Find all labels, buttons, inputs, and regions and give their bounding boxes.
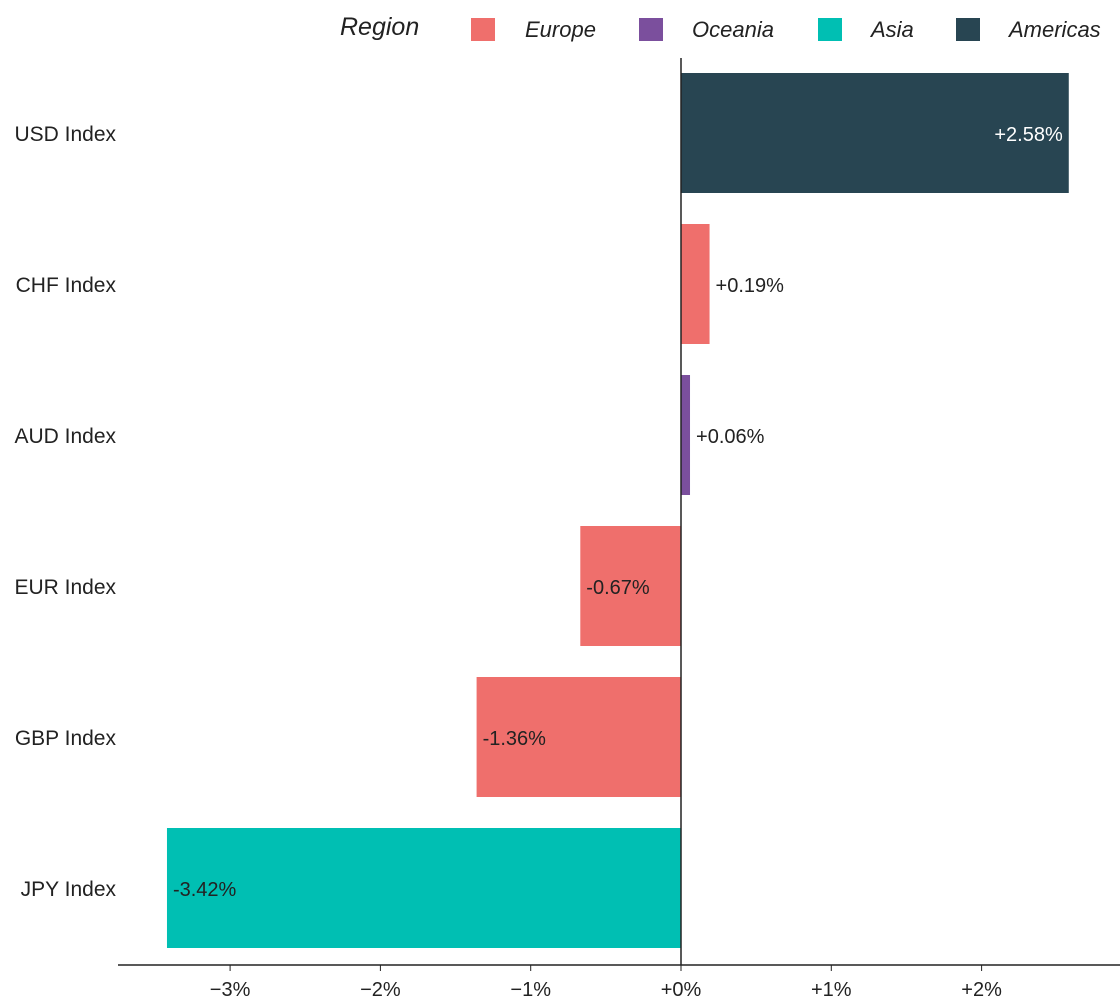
bar-chf-index[interactable] xyxy=(681,224,710,344)
category-label-eur-index: EUR Index xyxy=(14,576,116,599)
legend-swatch-oceania xyxy=(639,18,663,41)
data-label-jpy-index: -3.42% xyxy=(173,879,237,901)
category-label-jpy-index: JPY Index xyxy=(21,878,117,901)
bar-gbp-index[interactable] xyxy=(476,677,681,797)
legend-label-asia: Asia xyxy=(869,17,914,42)
x-tick-label: −2% xyxy=(360,979,401,1000)
category-label-gbp-index: GBP Index xyxy=(15,727,117,750)
legend-swatch-europe xyxy=(471,18,495,41)
x-ticks: −3% −2% −1% +0% +1% +2% xyxy=(210,965,1002,1001)
bar-aud-index[interactable] xyxy=(681,375,691,495)
bars-group xyxy=(166,73,1069,948)
category-label-aud-index: AUD Index xyxy=(14,425,116,448)
legend-swatch-americas xyxy=(956,18,980,41)
data-labels-group: +2.58% +0.19% +0.06% -0.67% -1.36% -3.42% xyxy=(173,124,1063,901)
axes-group xyxy=(118,58,1120,966)
legend-swatch-asia xyxy=(818,18,842,41)
x-tick-label: +2% xyxy=(961,979,1002,1000)
data-label-chf-index: +0.19% xyxy=(716,275,785,297)
legend-title: Region xyxy=(340,13,419,41)
category-labels: USD Index CHF Index AUD Index EUR Index GBP … xyxy=(14,123,116,901)
data-label-eur-index: -0.67% xyxy=(586,577,650,599)
legend-label-oceania: Oceania xyxy=(692,17,774,42)
data-label-gbp-index: -1.36% xyxy=(483,728,547,750)
category-label-chf-index: CHF Index xyxy=(16,274,117,297)
bar-eur-index[interactable] xyxy=(580,526,681,646)
x-tick-label: +1% xyxy=(811,979,852,1000)
category-label-usd-index: USD Index xyxy=(14,123,116,146)
x-tick-label: −3% xyxy=(210,979,251,1000)
bar-jpy-index[interactable] xyxy=(166,828,681,948)
data-label-usd-index: +2.58% xyxy=(994,124,1063,146)
data-label-aud-index: +0.06% xyxy=(696,426,765,448)
legend-label-europe: Europe xyxy=(525,17,596,42)
x-tick-label: +0% xyxy=(661,979,702,1000)
x-tick-label: −1% xyxy=(510,979,551,1000)
legend-label-americas: Americas xyxy=(1007,17,1101,42)
legend: Region Europe Oceania Asia Americas xyxy=(340,13,1101,42)
bar-usd-index[interactable] xyxy=(681,73,1069,193)
